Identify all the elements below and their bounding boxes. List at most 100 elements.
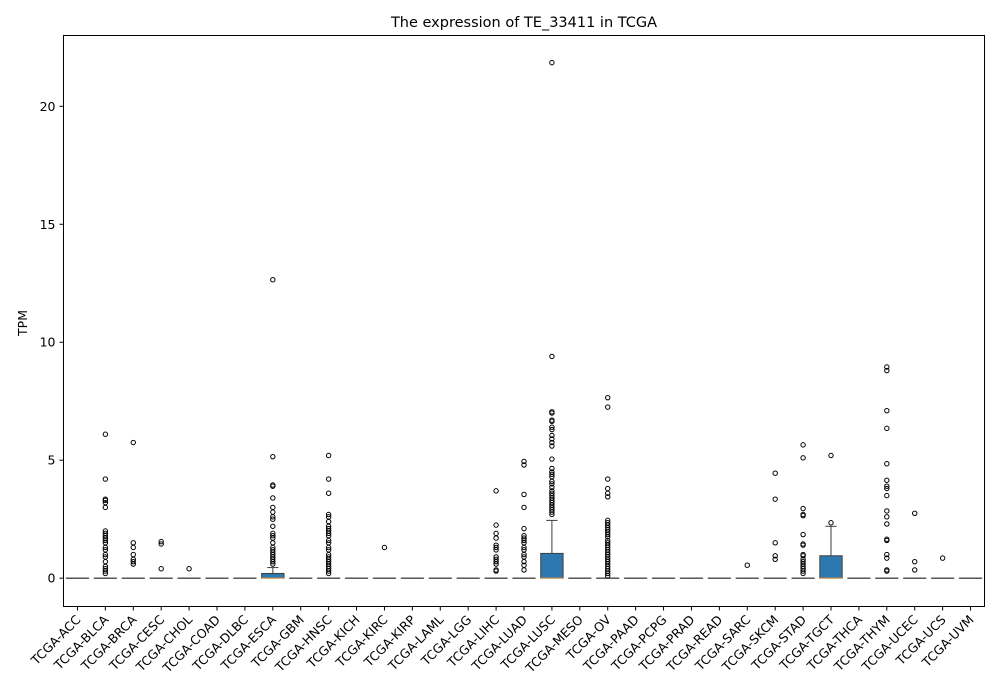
outlier-point [605,404,611,410]
outlier-point [102,570,109,577]
outlier-point [270,495,276,501]
outlier-point [549,481,555,487]
outlier-point [102,476,109,482]
outlier-point [549,436,555,442]
box-group-tcga-sarc [735,562,759,579]
outlier-point [884,425,890,432]
chart-title: The expression of TE_33411 in TCGA [390,15,657,31]
outlier-point [828,452,834,459]
outlier-point [884,461,890,467]
outlier-point [884,514,890,520]
outlier-point [130,544,136,551]
outlier-point [912,510,918,516]
outlier-point [130,561,136,567]
outlier-point [605,476,611,482]
box-group-tcga-kirc [372,544,397,579]
outlier-point [884,537,890,544]
outlier-point [130,558,136,565]
outlier-point [884,492,890,499]
outlier-point [325,530,332,537]
outlier-point [549,424,555,430]
outlier-point [884,485,890,492]
outlier-point [102,551,109,558]
outlier-point [800,512,806,519]
outlier-point [521,491,527,498]
outlier-point [270,514,276,520]
outlier-point [549,439,555,446]
box-group-tcga-lusc [540,59,564,579]
outlier-point [493,547,499,553]
outlier-point [158,538,164,545]
outlier-point [493,568,499,574]
outlier-point [493,535,499,541]
outlier-point [884,521,890,527]
outlier-point [800,455,806,461]
outlier-point [270,533,276,539]
outlier-point [800,542,806,548]
outlier-point [549,478,555,485]
box-group-tcga-chol [177,566,201,579]
outlier-point [325,476,332,482]
outlier-point [521,525,527,532]
outlier-point [884,483,890,489]
box-group-tcga-stad [791,442,815,579]
outlier-point [549,353,555,360]
outlier-point [800,442,806,448]
outlier-point [130,439,136,446]
outlier-point [102,544,109,551]
outlier-point [521,544,527,551]
outlier-point [102,497,109,504]
outlier-point [800,505,806,512]
outlier-point [800,570,806,577]
outlier-point [828,520,834,526]
outlier-point [772,553,778,559]
outlier-point [493,544,499,551]
outlier-point [270,561,276,567]
outlier-point [521,537,527,544]
box-group-tcga-ucs [930,555,955,579]
outlier-point [549,443,555,449]
outlier-point [939,555,946,561]
outlier-point [912,558,918,565]
outlier-point [549,484,555,491]
outlier-point [158,566,164,572]
box-group-tcga-lihc [484,488,508,579]
outlier-point [521,567,527,573]
outlier-point [325,544,332,551]
y-tick-label: 20 [40,99,56,114]
box-group-tcga-esca [261,277,285,579]
outlier-point [102,504,109,511]
box-group-tcga-tgct [819,452,843,579]
box-group-tcga-hnsc [316,452,341,579]
outlier-point [325,511,332,518]
outlier-point [270,516,276,522]
outlier-point [605,485,611,492]
box [819,555,843,579]
box-group-tcga-skcm [763,470,787,579]
plot-frame [63,35,985,607]
outlier-point [102,558,109,565]
outlier-point [884,364,890,370]
outlier-point [549,59,555,66]
outlier-point [800,531,806,538]
outlier-point [130,551,136,558]
outlier-point [549,456,555,462]
outlier-point [186,566,192,572]
outlier-point [270,523,276,529]
outlier-point [102,568,109,574]
outlier-point [270,558,276,565]
box [261,572,285,579]
outlier-point [270,504,276,511]
outlier-point [549,509,555,515]
outlier-point [884,407,890,414]
box-group-tcga-luad [512,458,536,579]
outlier-point [325,490,332,496]
box-group-tcga-ucec [903,510,927,579]
outlier-point [605,490,611,496]
outlier-point [521,458,527,465]
outlier-point [270,509,276,515]
box-group-tcga-brca [121,439,145,579]
outlier-point [549,426,555,433]
outlier-point [493,530,499,537]
